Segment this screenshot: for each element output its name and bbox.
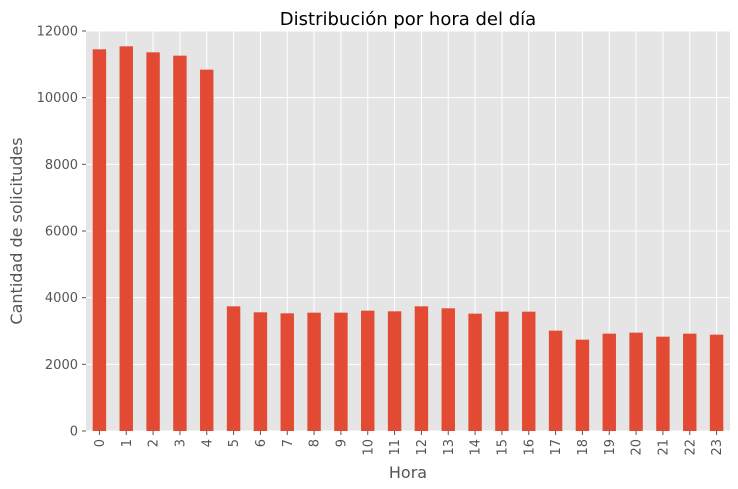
bar-hora-4 <box>200 69 214 432</box>
bar-hora-9 <box>334 312 348 431</box>
bar-hora-11 <box>387 311 402 431</box>
x-tick-label: 18 <box>576 439 591 456</box>
bar-hora-0 <box>92 49 107 431</box>
bar-hora-8 <box>307 312 321 431</box>
bar-hora-10 <box>361 310 375 431</box>
x-tick-label: 8 <box>308 439 323 447</box>
x-tick-label: 19 <box>603 439 618 456</box>
bar-hora-13 <box>441 308 455 431</box>
x-tick-label: 2 <box>147 439 162 447</box>
x-tick-label: 15 <box>495 439 510 456</box>
x-tick-label: 23 <box>710 439 725 456</box>
x-axis-label: Hora <box>389 463 427 482</box>
x-tick-label: 5 <box>227 439 242 447</box>
bar-hora-6 <box>253 312 268 431</box>
x-tick-label: 7 <box>281 439 296 447</box>
y-tick-label: 0 <box>70 425 78 440</box>
x-tick-label: 17 <box>549 439 564 456</box>
bar-hora-3 <box>173 55 187 432</box>
x-tick-label: 1 <box>120 439 135 447</box>
x-tick-label: 3 <box>173 439 188 447</box>
bar-hora-15 <box>495 311 509 431</box>
x-axis-ticks: 0 1 2 3 4 5 6 7 8 9 10 11 12 13 14 15 16 17 18 19 20 21 22 23 <box>93 431 725 456</box>
x-tick-label: 22 <box>683 439 698 456</box>
y-tick-label: 10000 <box>37 91 78 106</box>
y-tick-label: 6000 <box>45 225 78 240</box>
bar-hora-22 <box>683 333 697 431</box>
x-tick-label: 6 <box>254 439 269 447</box>
chart-title: Distribución por hora del día <box>280 9 536 30</box>
x-tick-label: 16 <box>522 439 537 456</box>
bar-hora-7 <box>280 313 294 431</box>
bar-hora-20 <box>629 332 643 431</box>
x-tick-label: 11 <box>388 439 403 456</box>
y-tick-label: 2000 <box>45 358 78 373</box>
x-tick-label: 10 <box>361 439 376 456</box>
bar-hora-19 <box>602 333 616 431</box>
y-tick-label: 12000 <box>37 25 78 40</box>
x-tick-label: 0 <box>93 439 108 447</box>
bar-hora-21 <box>656 336 670 431</box>
x-tick-label: 14 <box>469 439 484 456</box>
x-tick-label: 4 <box>200 439 215 447</box>
x-tick-label: 9 <box>334 439 349 447</box>
bar-hora-18 <box>575 339 590 431</box>
bar-hora-1 <box>119 46 133 431</box>
y-axis-ticks: 0 2000 4000 6000 8000 10000 12000 <box>37 25 86 440</box>
bar-hora-12 <box>414 306 429 431</box>
bar-hora-17 <box>548 330 563 431</box>
y-axis-label: Cantidad de solicitudes <box>7 137 26 324</box>
x-tick-label: 13 <box>442 439 457 456</box>
x-tick-label: 21 <box>656 439 671 456</box>
bar-hora-5 <box>226 306 241 431</box>
x-tick-label: 12 <box>415 439 430 456</box>
bar-hora-2 <box>146 52 160 431</box>
y-tick-label: 8000 <box>45 158 78 173</box>
y-tick-label: 4000 <box>45 291 78 306</box>
bars <box>92 46 724 432</box>
x-tick-label: 20 <box>630 439 645 456</box>
bar-hora-14 <box>468 313 482 431</box>
bar-hora-16 <box>522 311 536 431</box>
bar-hora-23 <box>709 334 724 431</box>
